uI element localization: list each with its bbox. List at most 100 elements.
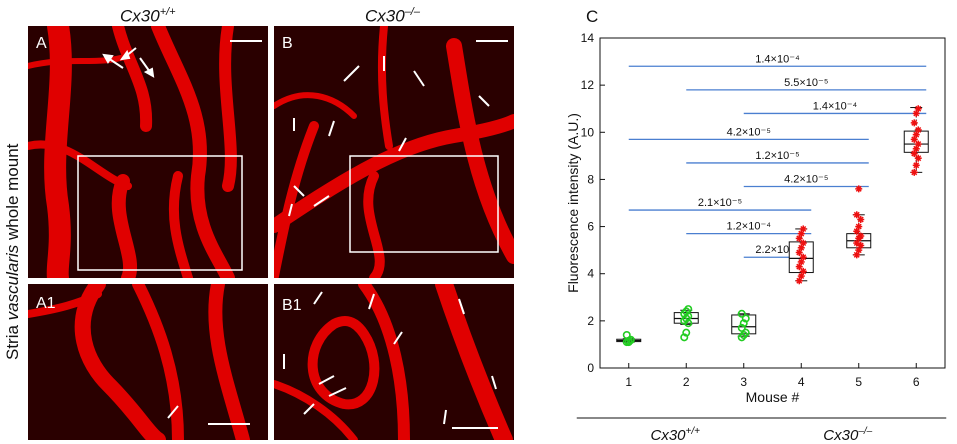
data-point-ko [799, 225, 807, 233]
data-point-wt [624, 338, 633, 347]
data-point-wt [622, 330, 631, 339]
inset-box-a [77, 155, 243, 271]
p-value-label: 1.2×10⁻⁵ [755, 150, 799, 162]
data-point-wt [739, 319, 748, 328]
comparison-lines: 1.4×10⁻⁴ 5.5×10⁻⁵ 1.4×10⁻⁴ 4.2×10⁻⁵ 1.2×10⁻⁵… [628, 53, 927, 258]
asterisk-stroke [800, 240, 807, 247]
data-point-ko [799, 253, 807, 261]
genotype-groups: Cx30+/+ Cx30–/– [576, 417, 947, 444]
x-tick-label: 4 [798, 375, 805, 389]
group-label-base: Cx30 [651, 427, 687, 444]
x-axis-label: Mouse # [746, 389, 800, 405]
column-title-wildtype-base: Cx30 [120, 6, 160, 26]
data-point-wt [741, 328, 750, 337]
asterisk-stroke [855, 223, 862, 230]
data-point-wt [737, 309, 746, 318]
panel-a-image: A [28, 26, 262, 278]
side-label-post: whole mount [3, 143, 22, 244]
group-label: Cx30–/– [823, 426, 872, 444]
arrows-b [288, 56, 490, 217]
y-tick-label: 0 [587, 361, 594, 375]
panel-b1-image: B1 [274, 284, 513, 440]
panel-a1-image: A1 [28, 284, 250, 440]
data-point-ko [914, 126, 922, 134]
data-point-wt [680, 333, 689, 342]
arrows-a [102, 47, 155, 78]
p-value-label: 2.2×10⁻⁵ [755, 244, 799, 256]
x-tick-label: 5 [855, 375, 862, 389]
y-tick-label: 10 [581, 125, 595, 139]
panel-label-a: A [36, 35, 47, 52]
column-title-knockout: Cx30–/– [365, 6, 420, 27]
y-tick-label: 14 [581, 31, 595, 45]
data-point-ko [910, 168, 918, 176]
box [731, 314, 757, 335]
p-value-label: 2.1×10⁻⁵ [698, 197, 742, 209]
panel-b-image: B [274, 26, 514, 278]
y-tick-label: 4 [587, 267, 594, 281]
side-label-pre: Stria [3, 320, 22, 360]
column-title-knockout-sup: –/– [404, 6, 420, 18]
asterisk-stroke [911, 119, 918, 126]
boxes [616, 107, 929, 343]
side-label: Stria vascularis whole mount [3, 143, 22, 360]
x-axis-ticks: 1 2 3 4 5 6 [625, 363, 920, 389]
asterisk-stroke [800, 254, 807, 261]
group-label: Cx30+/+ [651, 426, 701, 444]
data-point-wt [684, 305, 693, 314]
group-label-sup: –/– [857, 426, 872, 437]
y-tick-label: 6 [587, 220, 594, 234]
data-point-ko [855, 185, 863, 193]
x-tick-label: 3 [740, 375, 747, 389]
p-value-label: 1.4×10⁻⁴ [755, 53, 800, 65]
data-point-wt [682, 328, 691, 337]
y-axis-label: Fluorescence intensity (A.U.) [565, 113, 581, 293]
asterisk-stroke [800, 225, 807, 232]
panel-a: A [28, 26, 268, 278]
data-point-ko [857, 216, 865, 223]
asterisk-stroke [857, 242, 864, 249]
data-point-ko [857, 232, 865, 240]
data-point-ko [855, 223, 863, 231]
arrow-a1 [167, 405, 179, 419]
data-point-ko [914, 105, 922, 113]
data-point-ko [799, 239, 807, 247]
inset-box-b [349, 155, 499, 253]
group-label-sup: +/+ [686, 426, 701, 437]
data-points [622, 105, 922, 347]
p-value-label: 1.4×10⁻⁴ [813, 100, 858, 112]
p-value-label: 5.5×10⁻⁵ [784, 77, 828, 89]
asterisk-stroke [915, 141, 922, 148]
asterisk-stroke [911, 169, 918, 176]
y-tick-label: 12 [581, 78, 595, 92]
side-label-italic: vascularis [3, 244, 22, 320]
x-tick-label: 6 [913, 375, 920, 389]
p-value-label: 4.2×10⁻⁵ [784, 174, 828, 186]
asterisk-stroke [915, 105, 922, 112]
panel-label-b1: B1 [282, 297, 302, 314]
p-value-label: 1.2×10⁻⁴ [727, 221, 772, 233]
panel-label-c: C [586, 7, 598, 26]
y-tick-label: 2 [587, 314, 594, 328]
data-point-ko [799, 267, 807, 275]
data-point-wt [737, 323, 746, 332]
panel-b1: B1 [274, 284, 514, 440]
asterisk-stroke [853, 211, 860, 218]
x-tick-label: 1 [625, 375, 632, 389]
data-point-wt [741, 314, 750, 323]
x-tick-label: 2 [683, 375, 690, 389]
asterisk-stroke [915, 155, 922, 162]
asterisk-stroke [857, 216, 864, 223]
panel-b: B [274, 26, 514, 278]
data-point-wt [626, 336, 635, 345]
column-title-wildtype: Cx30+/+ [120, 6, 176, 27]
data-point-ko [853, 211, 861, 219]
arrows-b1 [283, 291, 497, 425]
data-point-ko [912, 161, 920, 169]
asterisk-stroke [855, 185, 862, 192]
plot-frame [599, 37, 946, 369]
panel-label-b: B [282, 35, 293, 52]
panel-a1: A1 [28, 284, 268, 440]
data-point-ko [910, 119, 918, 127]
